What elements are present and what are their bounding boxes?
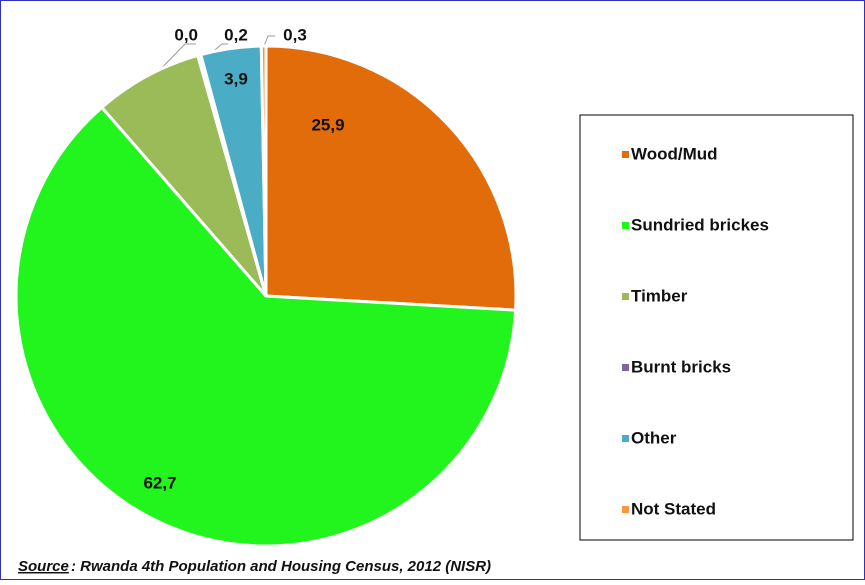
leader-line [263, 35, 275, 47]
pie-slice [264, 44, 518, 312]
legend-swatch [622, 435, 629, 442]
data-label: 3,9 [224, 69, 248, 88]
legend-label: Other [631, 428, 677, 447]
data-label: 25,9 [311, 115, 344, 134]
source-label: Source [18, 558, 69, 575]
legend-label: Sundried brickes [631, 215, 769, 234]
legend-swatch [622, 151, 629, 158]
pie-slice [99, 53, 268, 297]
data-label: 62,7 [143, 473, 176, 492]
source: : Rwanda 4th Population and Housing Cens… [71, 558, 491, 575]
legend-label: Not Stated [631, 499, 716, 518]
annotation: 0,0 [174, 25, 198, 44]
data-label: 0,3 [283, 25, 307, 44]
legend-swatch [622, 293, 629, 300]
legend-swatch [622, 506, 629, 513]
legend-swatch [622, 222, 629, 229]
pie-slice [259, 44, 268, 297]
data-label: 0,2 [224, 25, 248, 44]
legend-box [579, 114, 854, 541]
legend-label: Burnt bricks [631, 357, 731, 376]
legend-swatch [622, 364, 629, 371]
legend-label: Timber [631, 286, 688, 305]
pie-slice [14, 105, 518, 548]
legend-label: Wood/Mud [631, 144, 718, 163]
